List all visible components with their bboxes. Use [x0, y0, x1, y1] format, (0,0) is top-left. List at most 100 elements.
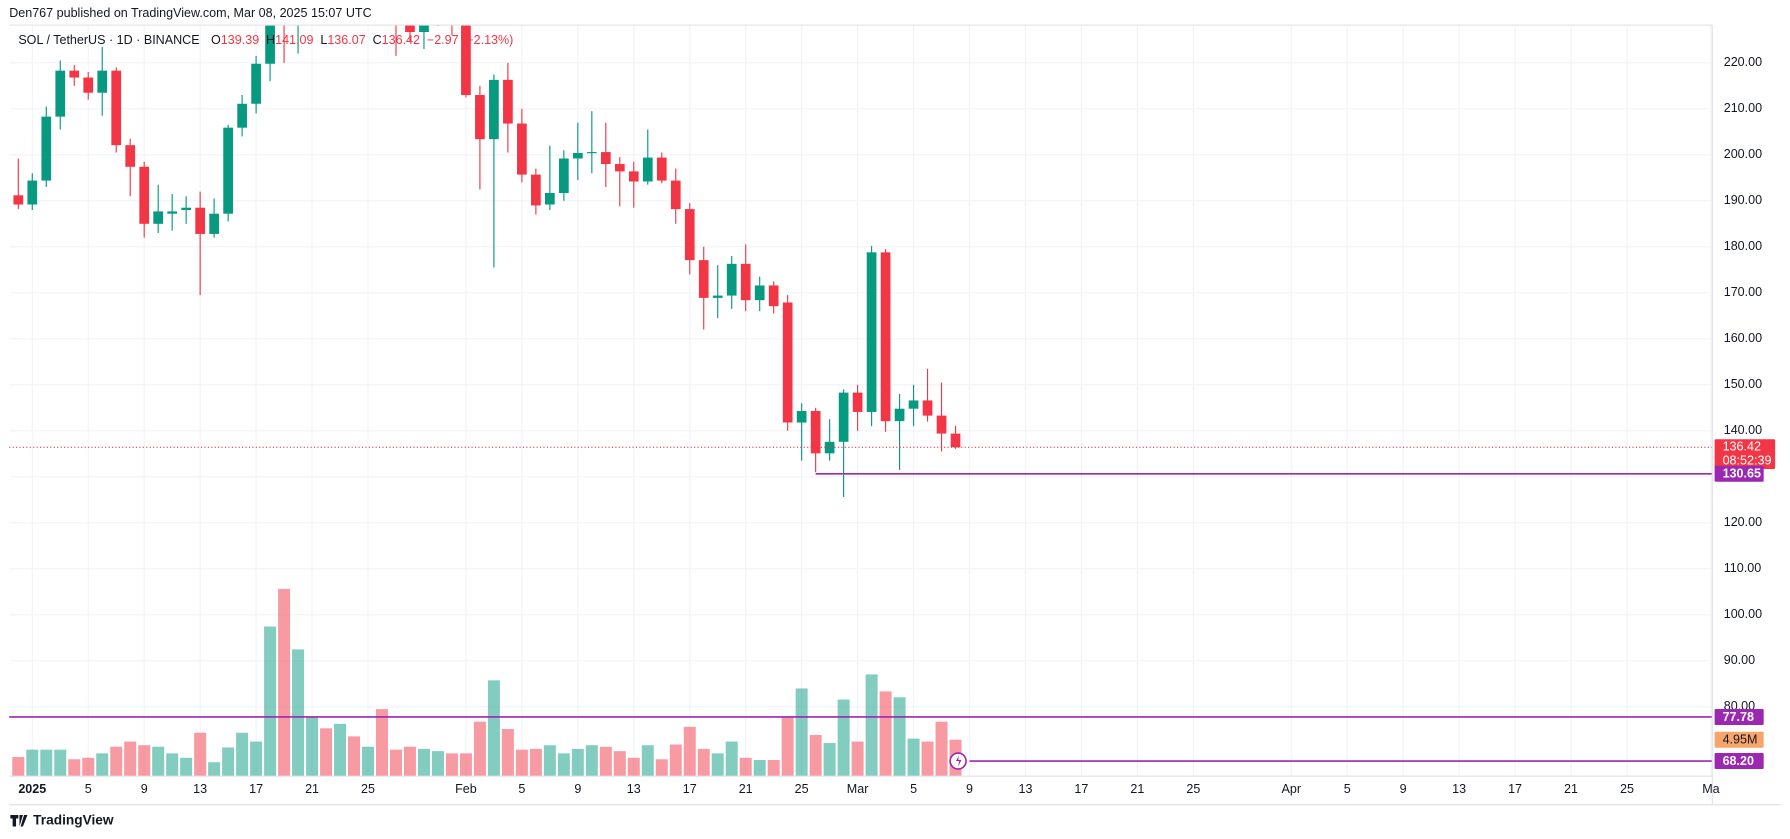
- volume-bar: [306, 716, 319, 777]
- volume-bar: [124, 741, 137, 777]
- volume-bar: [557, 753, 570, 777]
- candle-body: [503, 79, 513, 124]
- candle-body: [852, 392, 863, 412]
- volume-bar: [82, 757, 95, 777]
- legend-value: 136.07: [327, 33, 365, 47]
- level-box: [1714, 753, 1764, 770]
- volume-bar: [389, 749, 402, 777]
- candle-body: [894, 408, 905, 422]
- y-tick-label: 190.00: [1724, 193, 1762, 207]
- header: Den767 published on TradingView.com, Mar…: [9, 6, 371, 20]
- x-tick-label: 9: [1400, 782, 1407, 796]
- candles: [13, 25, 961, 498]
- volume-bar: [585, 745, 598, 777]
- volume-bar: [879, 691, 892, 777]
- x-tick-label: 5: [85, 782, 92, 796]
- volume-bar: [431, 751, 444, 777]
- x-tick-label: 25: [361, 782, 375, 796]
- volume-bar: [54, 749, 67, 777]
- candle-body: [209, 213, 219, 234]
- candle-body: [517, 123, 527, 175]
- volume-bar: [473, 721, 486, 777]
- candle-body: [125, 145, 136, 167]
- x-tick-label: 9: [574, 782, 581, 796]
- last-price-box: [1714, 439, 1776, 469]
- x-tick-label: 5: [518, 782, 525, 796]
- y-tick-label: 90.00: [1724, 653, 1755, 667]
- countdown-label: 08:52:39: [1723, 453, 1772, 467]
- volume-bar: [907, 738, 920, 777]
- candle-body: [950, 433, 961, 448]
- volume-bar: [152, 746, 165, 777]
- volume-bar: [767, 759, 780, 777]
- candle-body: [83, 77, 94, 93]
- candle-body: [545, 192, 555, 205]
- candle-body: [55, 70, 66, 117]
- volume-bar: [697, 748, 710, 777]
- candle-body: [153, 211, 164, 224]
- volume-bar: [935, 721, 948, 777]
- volume-bar: [515, 749, 528, 777]
- volume-label: 4.95M: [1723, 733, 1758, 747]
- volume-bar: [501, 729, 514, 777]
- volume-bar: [278, 588, 291, 777]
- x-tick-label: 21: [1564, 782, 1578, 796]
- y-tick-label: 150.00: [1724, 377, 1762, 391]
- candle-body: [97, 70, 108, 93]
- level-box: [1714, 465, 1764, 482]
- y-tick-label: 100.00: [1724, 607, 1762, 621]
- volume-bar: [236, 732, 249, 777]
- x-tick-label: 25: [1186, 782, 1200, 796]
- x-tick-label: Mar: [847, 782, 869, 796]
- candle-body: [726, 263, 737, 296]
- volume-bar: [781, 716, 794, 777]
- y-tick-label: 140.00: [1724, 423, 1762, 437]
- x-tick-label: 13: [627, 782, 641, 796]
- y-tick-label: 120.00: [1724, 515, 1762, 529]
- volume-bar: [669, 744, 682, 777]
- x-tick-label: 17: [249, 782, 263, 796]
- x-tick-label: 17: [1074, 782, 1088, 796]
- y-tick-label: 210.00: [1724, 101, 1762, 115]
- volume-bar: [893, 697, 906, 777]
- y-tick-label: 200.00: [1724, 147, 1762, 161]
- volume-bar: [166, 753, 179, 777]
- candle-body: [600, 152, 611, 165]
- candle-body: [223, 127, 233, 214]
- legend: SOL / TetherUS · 1D · BINANCE O139.39 H141…: [18, 33, 513, 47]
- volume-bar: [194, 732, 207, 777]
- volume-bar: [348, 736, 361, 777]
- candle-body: [195, 207, 205, 234]
- volume-bar: [222, 747, 235, 777]
- legend-value: 141.09: [275, 33, 313, 47]
- volume-bar: [376, 709, 388, 777]
- x-tick-label: 25: [795, 782, 809, 796]
- candle-body: [489, 79, 499, 140]
- candle-body: [405, 25, 415, 33]
- x-tick-label: 17: [1508, 782, 1522, 796]
- volume-bar: [362, 746, 374, 777]
- legend-symbol: SOL / TetherUS · 1D · BINANCE: [18, 33, 199, 47]
- x-tick-label: 25: [1620, 782, 1634, 796]
- y-tick-label: 160.00: [1724, 331, 1762, 345]
- volume-bar: [459, 753, 472, 777]
- candle-body: [712, 295, 723, 298]
- candle-body: [642, 157, 653, 182]
- candle-body: [936, 415, 947, 434]
- volume-bar: [40, 749, 53, 777]
- footer-brand: TradingView: [33, 812, 114, 827]
- volume-bar: [529, 748, 542, 777]
- volume-bar: [180, 757, 193, 777]
- legend-key: O: [211, 33, 221, 47]
- y-tick-label: 220.00: [1724, 55, 1762, 69]
- level-label: 77.78: [1723, 710, 1754, 724]
- volume-bar: [208, 762, 221, 777]
- volume-bar: [739, 757, 752, 777]
- x-tick-label: 21: [739, 782, 753, 796]
- candle-body: [41, 116, 52, 181]
- volume-bar: [795, 688, 808, 777]
- levels: [9, 446, 1713, 770]
- x-tick-label: 17: [683, 782, 697, 796]
- legend-change: −2.97 (−2.13%): [427, 33, 514, 47]
- volume-bar: [487, 680, 500, 777]
